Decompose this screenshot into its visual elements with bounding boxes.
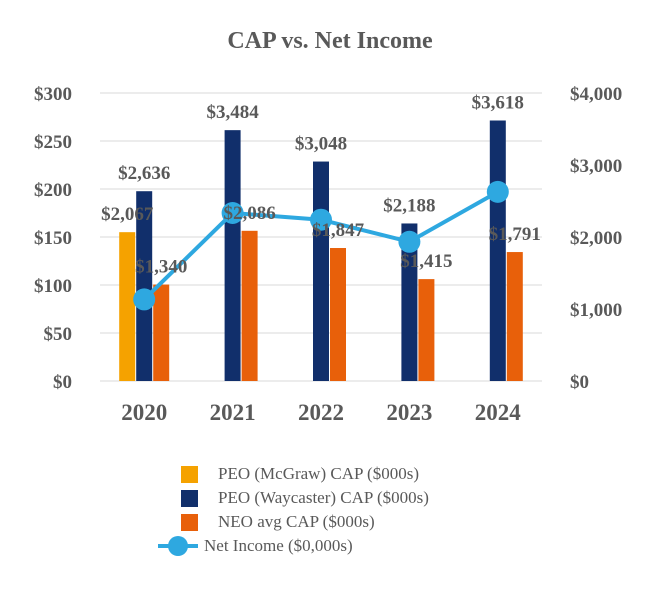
- left-axis-tick-label: $200: [34, 180, 72, 201]
- right-axis-tick-label: $3,000: [570, 156, 622, 177]
- bar: [224, 130, 241, 381]
- legend-swatch-mcgraw: [181, 465, 198, 483]
- bar: [506, 252, 523, 381]
- category-label: 2024: [475, 400, 522, 425]
- left-axis-tick-label: $50: [44, 324, 73, 345]
- net-income-point: [398, 230, 421, 253]
- left-axis-tick-label: $300: [34, 84, 72, 105]
- legend-item-mcgraw: PEO (McGraw) CAP ($000s): [178, 462, 429, 486]
- net-income-point: [486, 180, 509, 203]
- bar: [136, 191, 153, 381]
- bar-data-label: $2,188: [383, 195, 435, 216]
- bar: [330, 248, 346, 381]
- net-income-line-series: [133, 180, 509, 311]
- bar-data-label: $3,618: [472, 93, 524, 114]
- bar-data-label: $1,847: [312, 220, 365, 241]
- left-axis-tick-label: $250: [34, 132, 72, 153]
- bar-data-label: $3,048: [295, 134, 347, 155]
- bar-data-label: $2,067: [101, 204, 154, 225]
- category-label: 2020: [121, 400, 167, 425]
- legend-swatch-waycaster: [181, 489, 198, 507]
- right-axis-tick-label: $0: [570, 372, 589, 393]
- category-label: 2023: [386, 400, 432, 425]
- legend-swatch-net-income: [158, 534, 198, 558]
- legend-item-waycaster: PEO (Waycaster) CAP ($000s): [178, 486, 429, 510]
- bar: [489, 120, 506, 381]
- left-axis-ticks: $0 $50 $100 $150 $200 $250 $300: [34, 84, 72, 393]
- left-axis-tick-label: $100: [34, 276, 72, 297]
- legend-item-net-income: Net Income ($0,000s): [158, 534, 429, 558]
- bar-data-label: $2,086: [223, 203, 275, 224]
- right-axis-tick-label: $1,000: [570, 300, 622, 321]
- right-axis-tick-label: $4,000: [570, 84, 622, 105]
- left-axis-tick-label: $150: [34, 228, 72, 249]
- right-axis-ticks: $0 $1,000 $2,000 $3,000 $4,000: [570, 84, 622, 393]
- bar-data-label: $1,415: [400, 251, 452, 272]
- right-axis-tick-label: $2,000: [570, 228, 622, 249]
- legend-label-mcgraw: PEO (McGraw) CAP ($000s): [218, 464, 419, 483]
- bar: [119, 232, 136, 381]
- left-axis-tick-label: $0: [53, 372, 72, 393]
- legend-swatch-neo: [181, 513, 198, 531]
- legend-label-waycaster: PEO (Waycaster) CAP ($000s): [218, 488, 429, 507]
- net-income-point: [221, 202, 244, 224]
- bar: [153, 284, 170, 381]
- category-label: 2021: [210, 400, 256, 425]
- bar-data-label: $3,484: [206, 102, 259, 123]
- data-labels: $2,067 $2,636 $3,484 $3,048 $2,188 $3,618 $1,3…: [101, 93, 541, 278]
- bar: [313, 161, 329, 381]
- legend-label-net-income: Net Income ($0,000s): [204, 536, 353, 555]
- bar: [401, 223, 418, 381]
- category-label: 2022: [298, 400, 344, 425]
- category-labels: 2020 2021 2022 2023 2024: [121, 400, 521, 425]
- bar: [418, 279, 435, 381]
- bar-data-label: $2,636: [118, 163, 170, 184]
- chart-title: CAP vs. Net Income: [227, 28, 433, 54]
- bar: [241, 230, 258, 381]
- legend: PEO (McGraw) CAP ($000s) PEO (Waycaster)…: [158, 462, 429, 558]
- legend-label-neo: NEO avg CAP ($000s): [218, 512, 375, 531]
- bar-data-label: $1,791: [489, 224, 541, 245]
- net-income-point: [133, 288, 156, 311]
- net-income-point: [310, 208, 332, 231]
- bar-series: [119, 120, 523, 381]
- legend-item-neo: NEO avg CAP ($000s): [178, 510, 429, 534]
- bar-data-label: $1,340: [135, 257, 187, 278]
